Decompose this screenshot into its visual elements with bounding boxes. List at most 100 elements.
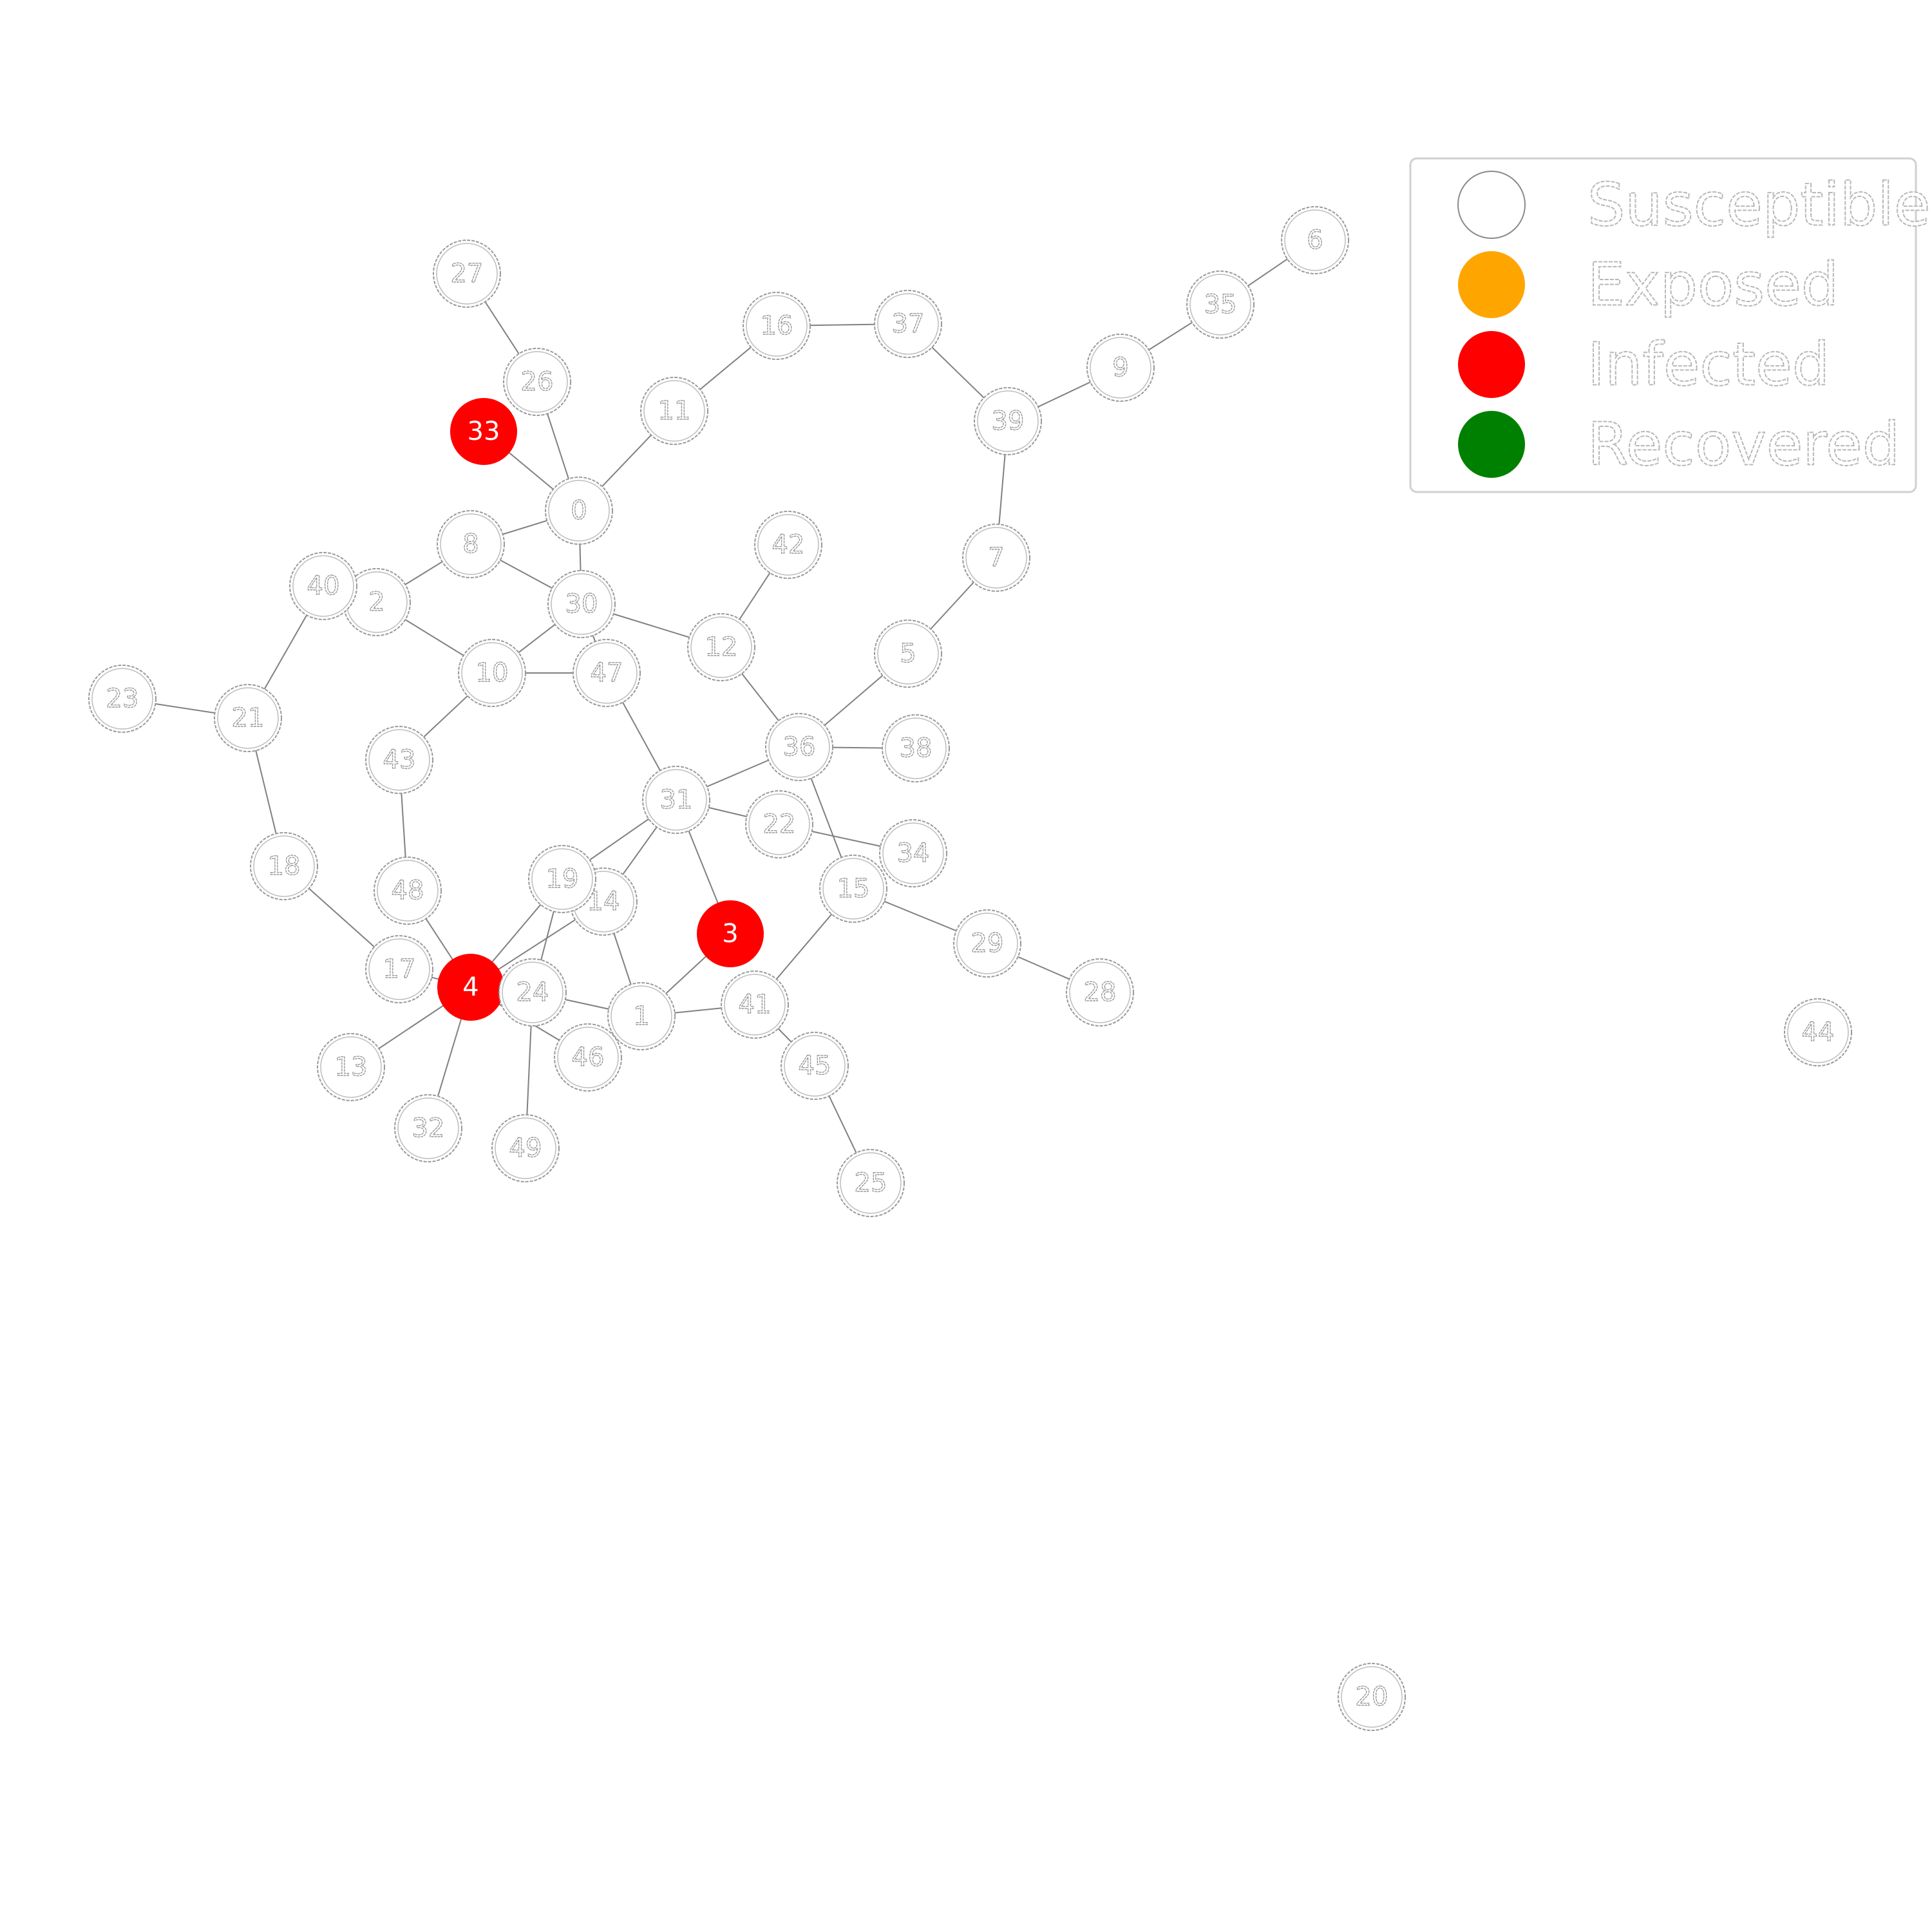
node-24: 24 [498, 958, 567, 1027]
node-label: 34 [897, 838, 930, 868]
node-label: 5 [900, 639, 916, 668]
node-label: 44 [1802, 1018, 1835, 1047]
node-inner-ring [551, 573, 612, 635]
node-31: 31 [642, 766, 710, 834]
node-circle [250, 832, 318, 900]
node-label: 2 [368, 587, 384, 617]
legend-item-recovered: Recovered [1458, 410, 1900, 480]
node-circle [458, 639, 526, 707]
node-41: 41 [721, 971, 789, 1039]
node-circle [1086, 334, 1155, 402]
node-28: 28 [1066, 958, 1134, 1027]
node-15: 15 [819, 855, 887, 923]
legend-swatch [1458, 251, 1525, 318]
node-label: 11 [658, 396, 691, 426]
node-label: 9 [1112, 353, 1128, 383]
node-44: 44 [1784, 998, 1852, 1066]
node-label: 10 [476, 658, 509, 688]
node-36: 36 [765, 713, 833, 781]
node-circle [974, 387, 1042, 455]
node-inner-ring [822, 858, 884, 920]
node-label: 47 [591, 658, 623, 688]
node-label: 24 [516, 978, 549, 1007]
node-inner-ring [502, 961, 564, 1023]
node-circle [394, 1094, 462, 1162]
node-49: 49 [491, 1114, 560, 1182]
node-40: 40 [289, 552, 357, 620]
node-label: 25 [855, 1168, 887, 1198]
node-27: 27 [433, 240, 501, 308]
node-3: 3 [697, 900, 764, 967]
node-18: 18 [250, 832, 318, 900]
node-circle [640, 377, 708, 445]
node-label: 46 [572, 1043, 605, 1072]
node-circle [879, 819, 947, 887]
node-17: 17 [365, 935, 433, 1003]
node-inner-ring [885, 717, 947, 779]
node-label: 6 [1307, 225, 1323, 255]
node-circle [1281, 206, 1349, 274]
node-circle [433, 240, 501, 308]
node-23: 23 [88, 665, 156, 733]
node-inner-ring [440, 513, 502, 575]
node-circle [503, 348, 571, 416]
node-inner-ring [377, 860, 439, 922]
node-12: 12 [687, 613, 755, 681]
node-inner-ring [877, 623, 939, 685]
node-1: 1 [607, 982, 676, 1050]
node-33: 33 [450, 398, 517, 465]
node-inner-ring [1787, 1001, 1849, 1063]
node-inner-ring [965, 527, 1027, 589]
node-inner-ring [882, 822, 944, 884]
node-label: 20 [1356, 1682, 1388, 1712]
node-6: 6 [1281, 206, 1349, 274]
node-20: 20 [1338, 1663, 1406, 1731]
node-circle [545, 477, 613, 545]
node-circle [547, 570, 616, 638]
node-label: 7 [988, 543, 1004, 573]
node-4: 4 [437, 954, 504, 1021]
node-35: 35 [1186, 270, 1255, 339]
legend-frame [1409, 157, 1917, 493]
node-circle [687, 613, 755, 681]
node-42: 42 [754, 511, 822, 579]
node-circle [1784, 998, 1852, 1066]
node-label: 22 [763, 810, 796, 839]
node-circle [874, 620, 942, 688]
node-32: 32 [394, 1094, 462, 1162]
node-circle [1338, 1663, 1406, 1731]
legend-item-infected: Infected [1458, 330, 1830, 400]
node-label: 16 [761, 311, 793, 341]
node-label: 28 [1084, 978, 1117, 1007]
node-label: 33 [468, 417, 500, 446]
node-9: 9 [1086, 334, 1155, 402]
node-circle [837, 1149, 905, 1217]
node-inner-ring [746, 295, 808, 357]
node-circle [819, 855, 887, 923]
node-inner-ring [1069, 961, 1131, 1023]
node-inner-ring [724, 974, 786, 1036]
node-inner-ring [645, 769, 707, 831]
node-label: 13 [335, 1052, 368, 1082]
node-label: 40 [307, 571, 340, 601]
node-circle [765, 713, 833, 781]
node-inner-ring [506, 351, 568, 413]
node-label: 37 [892, 309, 925, 339]
node-circle [498, 958, 567, 1027]
node-11: 11 [640, 377, 708, 445]
node-circle [374, 857, 442, 925]
node-inner-ring [461, 642, 523, 704]
node-label: 49 [509, 1133, 542, 1163]
node-inner-ring [643, 380, 705, 442]
node-circle [573, 639, 641, 707]
node-circle [450, 398, 517, 465]
node-8: 8 [437, 510, 505, 578]
node-inner-ring [748, 793, 810, 855]
node-label: 17 [383, 954, 416, 984]
legend-items: Susceptible Exposed Infected Recovered [1457, 170, 1931, 480]
node-circle [528, 845, 596, 913]
node-label: 31 [660, 785, 693, 815]
node-inner-ring [1090, 337, 1151, 399]
node-inner-ring [368, 729, 430, 791]
